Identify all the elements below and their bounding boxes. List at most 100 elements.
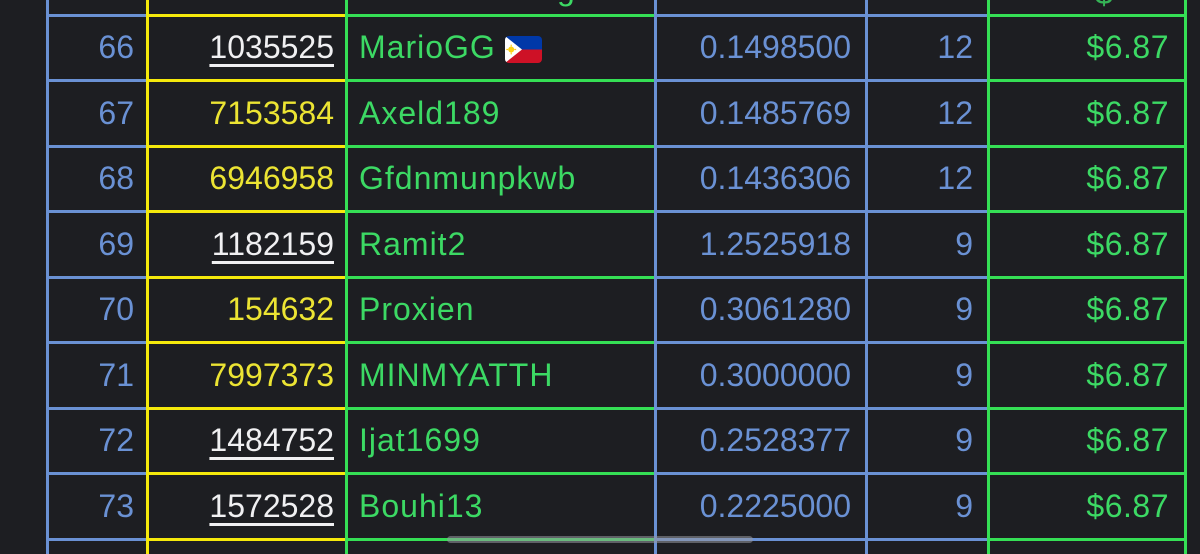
player-id-text: 154632 [227,291,334,328]
count-text: 9 [955,487,973,524]
cell-payout: $6.87 [987,13,1187,82]
count-text: 9 [955,225,973,262]
cell-count: 12 [865,13,990,82]
column-username: g MarioGG Axeld189 Gfdnmunpkwb Ramit2 Proxien… [345,0,657,554]
value-text: 0.2528377 [699,422,851,459]
column-value: 0.1498500 0.1485769 0.1436306 1.2525918 0.30… [654,0,868,554]
cell-value: 0.2225000 [654,472,868,541]
cell-id: 1182159 [146,210,348,279]
count-text: 12 [937,94,973,131]
cell-count: 12 [865,144,990,213]
cell-value: 0.1436306 [654,144,868,213]
cell-rank: 72 [46,406,149,475]
cell-value: 1.2525918 [654,210,868,279]
payout-text: $6.87 [1086,160,1169,197]
philippines-flag-icon [504,35,542,63]
payout-text: $6.87 [1086,487,1169,524]
value-text: 0.3000000 [699,356,851,393]
player-id-link[interactable]: 1572528 [209,487,334,524]
cell-payout: $6.87 [987,79,1187,148]
payout-text: $6.87 [1086,94,1169,131]
payout-text: $6.87 [1086,422,1169,459]
cell-value: 0.3061280 [654,275,868,344]
username-text: Gfdnmunpkwb [359,160,577,197]
payout-text: $6.87 [1086,225,1169,262]
clipped-username-fragment: g [557,0,575,5]
cell-id: 6946958 [146,144,348,213]
cell-name: MINMYATTH [345,341,657,410]
cell-payout: $6.87 [987,275,1187,344]
player-id-link[interactable]: 1035525 [209,29,334,66]
rank-text: 68 [98,160,134,197]
cell-id: 1572528 [146,472,348,541]
column-rank: 66 67 68 69 70 71 72 73 [46,0,149,554]
cell-payout [987,537,1187,554]
cell-name: Bouhi13 [345,472,657,541]
cell-name: Axeld189 [345,79,657,148]
username-text: MINMYATTH [359,356,554,393]
rank-text: 73 [98,487,134,524]
value-text: 0.1498500 [699,29,851,66]
rank-text: 69 [98,225,134,262]
value-text: 0.1485769 [699,94,851,131]
player-id-link[interactable]: 1484752 [209,422,334,459]
rank-text: 71 [98,356,134,393]
rank-text: 70 [98,291,134,328]
cell-value: 0.2528377 [654,406,868,475]
payout-text: $6.87 [1086,291,1169,328]
column-payout: $ $6.87 $6.87 $6.87 $6.87 $6.87 $6.87 $6.87 $6.8… [987,0,1187,554]
value-text: 0.1436306 [699,160,851,197]
payout-text: $6.87 [1086,29,1169,66]
cell-rank [46,537,149,554]
username-text: Axeld189 [359,94,501,131]
cell-payout: $6.87 [987,144,1187,213]
player-id-link[interactable]: 1182159 [211,225,334,262]
cell-payout: $6.87 [987,472,1187,541]
cell-count: 9 [865,472,990,541]
cell-count: 12 [865,79,990,148]
player-id-text: 6946958 [209,160,334,197]
cell-payout: $6.87 [987,341,1187,410]
payout-text: $6.87 [1086,356,1169,393]
column-player-id: 1035525 7153584 6946958 1182159 154632 799737… [146,0,348,554]
cell-count: 9 [865,275,990,344]
cell-rank: 67 [46,79,149,148]
rank-text: 66 [98,29,134,66]
cell-id [146,537,348,554]
cell-id: 7153584 [146,79,348,148]
cell-rank: 73 [46,472,149,541]
value-text: 0.2225000 [699,487,851,524]
cell-name: MarioGG [345,13,657,82]
cell-count: 9 [865,341,990,410]
cell-rank: 66 [46,13,149,82]
clipped-payout-fragment: $ [1095,0,1113,9]
cell-id: 154632 [146,275,348,344]
count-text: 12 [937,29,973,66]
horizontal-scrollbar-thumb[interactable] [447,536,753,543]
cell-value: 0.1485769 [654,79,868,148]
cell-rank: 68 [46,144,149,213]
count-text: 9 [955,291,973,328]
cell-rank: 69 [46,210,149,279]
cell-id: 1484752 [146,406,348,475]
cell-id: 7997373 [146,341,348,410]
cell-payout: $6.87 [987,406,1187,475]
rank-text: 67 [98,94,134,131]
player-id-text: 7997373 [209,356,334,393]
count-text: 12 [937,160,973,197]
count-text: 9 [955,356,973,393]
cell-name: Gfdnmunpkwb [345,144,657,213]
cell-payout: $6.87 [987,210,1187,279]
value-text: 1.2525918 [699,225,851,262]
cell-value: 0.3000000 [654,341,868,410]
cell-name: Ramit2 [345,210,657,279]
cell-count: 9 [865,406,990,475]
username-text: MarioGG [359,29,496,66]
username-text: Ramit2 [359,225,467,262]
cell-rank: 70 [46,275,149,344]
cell-value: 0.1498500 [654,13,868,82]
cell-rank: 71 [46,341,149,410]
username-text: Ijat1699 [359,422,481,459]
player-id-text: 7153584 [209,94,334,131]
